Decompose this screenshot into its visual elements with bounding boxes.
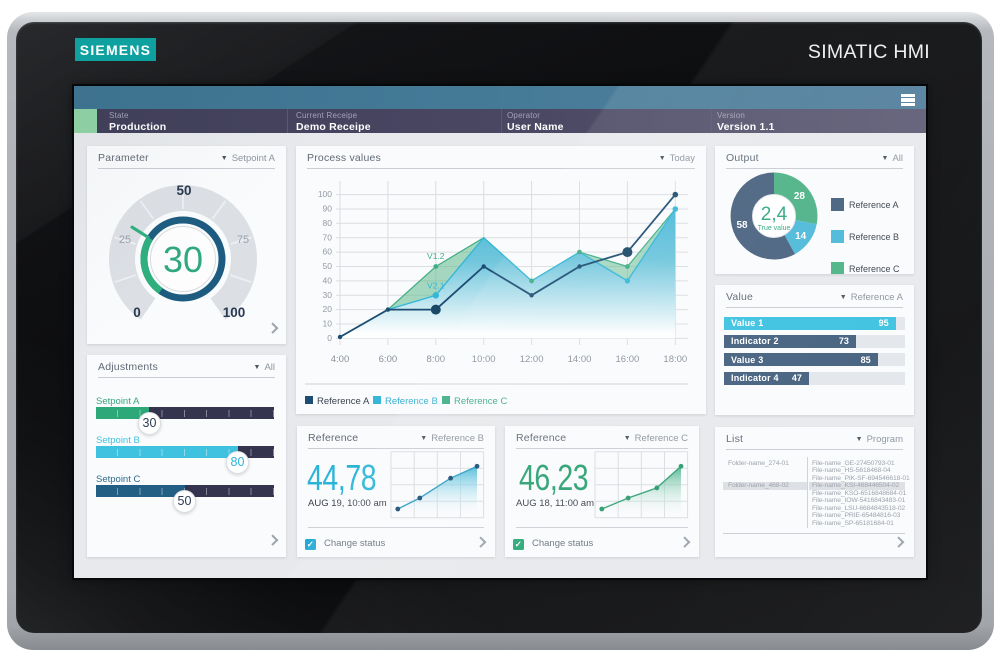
svg-text:75: 75 xyxy=(237,234,249,246)
svg-text:12:00: 12:00 xyxy=(520,354,544,365)
svg-text:0: 0 xyxy=(133,305,141,320)
svg-text:50: 50 xyxy=(176,183,191,198)
svg-text:100: 100 xyxy=(318,189,332,199)
svg-text:20: 20 xyxy=(323,304,333,314)
svg-text:Reference C: Reference C xyxy=(849,264,900,274)
svg-text:Reference C: Reference C xyxy=(454,396,507,407)
svg-text:28: 28 xyxy=(794,191,806,202)
svg-text:Reference A: Reference A xyxy=(317,396,370,407)
svg-text:V1.2: V1.2 xyxy=(427,251,445,261)
svg-text:25: 25 xyxy=(119,234,131,246)
svg-text:0: 0 xyxy=(327,333,332,343)
svg-text:58: 58 xyxy=(736,220,748,231)
svg-text:10:00: 10:00 xyxy=(472,354,496,365)
svg-text:V2.1: V2.1 xyxy=(427,281,445,291)
svg-text:100: 100 xyxy=(223,305,246,320)
svg-text:6:00: 6:00 xyxy=(379,354,398,365)
svg-text:8:00: 8:00 xyxy=(427,354,446,365)
svg-text:14:00: 14:00 xyxy=(568,354,592,365)
svg-text:2,4: 2,4 xyxy=(761,204,788,225)
svg-text:30: 30 xyxy=(323,290,333,300)
svg-text:Reference A: Reference A xyxy=(849,200,899,210)
svg-text:80: 80 xyxy=(323,218,333,228)
svg-text:16:00: 16:00 xyxy=(616,354,640,365)
svg-text:True value: True value xyxy=(758,225,791,232)
svg-text:30: 30 xyxy=(163,239,203,280)
svg-text:50: 50 xyxy=(323,261,333,271)
svg-text:90: 90 xyxy=(323,204,333,214)
svg-text:60: 60 xyxy=(323,247,333,257)
svg-text:4:00: 4:00 xyxy=(331,354,350,365)
svg-text:Reference B: Reference B xyxy=(385,396,438,407)
svg-text:Reference B: Reference B xyxy=(849,232,899,242)
svg-text:40: 40 xyxy=(323,276,333,286)
svg-text:70: 70 xyxy=(323,232,333,242)
svg-text:10: 10 xyxy=(323,319,333,329)
svg-text:14: 14 xyxy=(795,231,807,242)
svg-text:18:00: 18:00 xyxy=(663,354,687,365)
